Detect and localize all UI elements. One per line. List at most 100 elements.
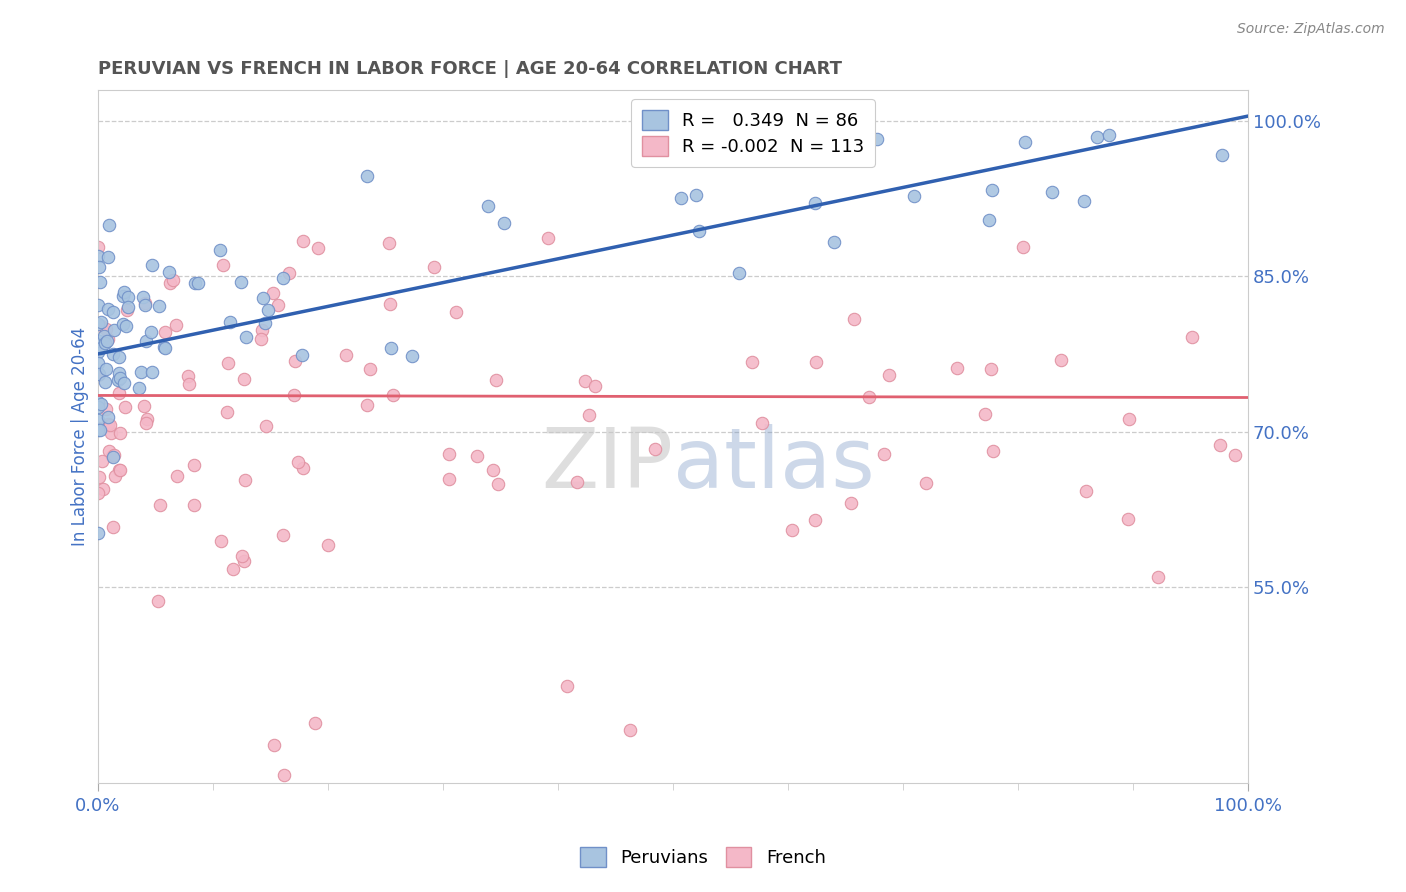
Point — [1181, 330, 1204, 344]
Point — [903, 188, 925, 202]
Point — [267, 298, 290, 312]
Point — [108, 425, 131, 440]
Point — [271, 528, 294, 542]
Point — [974, 407, 997, 421]
Point — [233, 554, 256, 568]
Point — [141, 259, 163, 273]
Point — [263, 739, 285, 753]
Point — [578, 408, 600, 422]
Point — [149, 498, 172, 512]
Point — [94, 336, 117, 351]
Point — [101, 450, 124, 464]
Point — [485, 373, 508, 387]
Point — [90, 319, 112, 334]
Point — [292, 235, 315, 249]
Point — [103, 448, 125, 462]
Point — [86, 298, 108, 312]
Point — [273, 768, 295, 782]
Point — [780, 523, 803, 537]
Point — [148, 299, 170, 313]
Point — [87, 526, 110, 541]
Point — [465, 449, 488, 463]
Point — [97, 250, 120, 264]
Point — [134, 298, 156, 312]
Point — [380, 341, 402, 355]
Point — [262, 286, 284, 301]
Point — [423, 260, 446, 274]
Point — [253, 316, 276, 330]
Text: Source: ZipAtlas.com: Source: ZipAtlas.com — [1237, 22, 1385, 37]
Point — [111, 288, 134, 302]
Point — [98, 418, 121, 433]
Point — [1050, 352, 1073, 367]
Point — [250, 332, 273, 346]
Point — [619, 723, 641, 737]
Point — [401, 349, 423, 363]
Point — [1147, 569, 1170, 583]
Legend: Peruvians, French: Peruvians, French — [574, 839, 832, 874]
Point — [183, 498, 205, 512]
Point — [112, 376, 135, 390]
Point — [104, 468, 127, 483]
Point — [804, 513, 827, 527]
Point — [89, 334, 111, 348]
Text: atlas: atlas — [672, 424, 875, 505]
Point — [141, 365, 163, 379]
Point — [115, 303, 138, 318]
Point — [688, 223, 710, 237]
Point — [87, 469, 110, 483]
Point — [87, 413, 110, 427]
Point — [96, 322, 118, 336]
Point — [107, 462, 129, 476]
Point — [980, 362, 1002, 376]
Point — [135, 334, 157, 348]
Point — [557, 679, 579, 693]
Point — [981, 443, 1004, 458]
Point — [231, 275, 253, 289]
Point — [211, 258, 233, 272]
Point — [108, 386, 131, 401]
Point — [132, 290, 155, 304]
Point — [728, 266, 751, 280]
Point — [208, 244, 231, 258]
Point — [877, 368, 900, 383]
Point — [977, 212, 1000, 227]
Point — [87, 486, 110, 500]
Point — [134, 399, 156, 413]
Point — [87, 356, 110, 370]
Point — [136, 411, 159, 425]
Point — [86, 317, 108, 331]
Point — [866, 132, 889, 146]
Point — [101, 520, 124, 534]
Point — [108, 366, 131, 380]
Point — [87, 249, 110, 263]
Point — [117, 300, 139, 314]
Point — [114, 400, 136, 414]
Point — [235, 473, 257, 487]
Point — [101, 347, 124, 361]
Point — [96, 402, 118, 417]
Point — [97, 417, 120, 431]
Point — [482, 462, 505, 476]
Point — [252, 323, 274, 337]
Point — [946, 361, 969, 376]
Point — [278, 266, 301, 280]
Point — [235, 330, 257, 344]
Point — [437, 447, 460, 461]
Point — [107, 350, 129, 364]
Point — [89, 260, 111, 274]
Point — [356, 169, 378, 184]
Point — [87, 240, 110, 254]
Point — [128, 381, 150, 395]
Point — [98, 443, 121, 458]
Point — [1116, 512, 1139, 526]
Legend: R =   0.349  N = 86, R = -0.002  N = 113: R = 0.349 N = 86, R = -0.002 N = 113 — [631, 99, 875, 167]
Point — [218, 314, 240, 328]
Point — [873, 447, 896, 461]
Point — [291, 348, 314, 362]
Point — [90, 397, 112, 411]
Point — [583, 379, 606, 393]
Point — [486, 477, 509, 491]
Point — [108, 371, 131, 385]
Point — [184, 276, 207, 290]
